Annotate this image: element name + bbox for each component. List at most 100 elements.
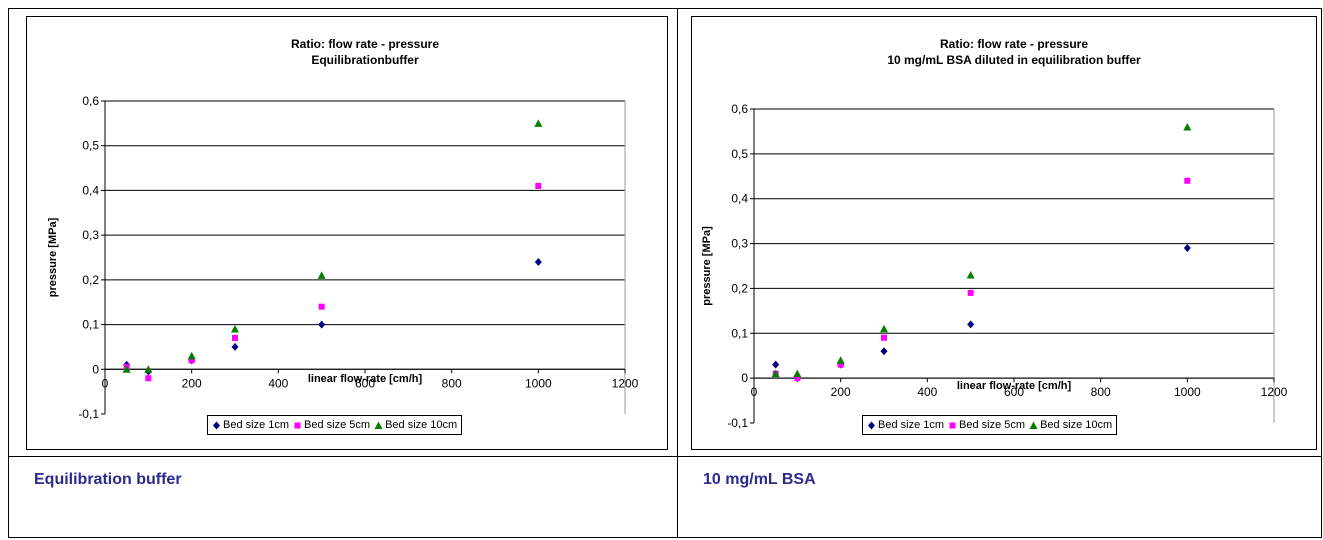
data-point (187, 351, 196, 360)
legend-marker-square (949, 422, 956, 428)
series-square (772, 177, 1191, 382)
y-tick-label: 0,2 (731, 281, 748, 295)
legend-marker-square (294, 422, 301, 428)
data-point (967, 289, 974, 296)
legend-item: Bed size 1cm (867, 419, 944, 431)
legend-marker-shape (213, 421, 220, 429)
x-tick-label: 800 (1091, 385, 1111, 399)
data-point (1183, 244, 1191, 253)
legend-marker-triangle (374, 421, 383, 429)
y-axis-label: pressure [MPa] (701, 226, 713, 306)
chart-equilibration-buffer: Ratio: flow rate - pressure Equilibration… (26, 16, 668, 450)
data-point (534, 119, 543, 127)
chart-title-line: Ratio: flow rate - pressure (940, 37, 1088, 51)
legend-item: Bed size 10cm (374, 419, 457, 431)
x-tick-label: 1000 (525, 376, 552, 390)
series-triangle (771, 122, 1192, 378)
data-point (772, 360, 780, 369)
legend-item: Bed size 5cm (948, 419, 1025, 431)
series-diamond (772, 244, 1191, 383)
y-tick-label: 0,1 (731, 326, 748, 340)
legend-item: Bed size 10cm (1029, 419, 1112, 431)
y-tick-label: 0 (741, 371, 748, 385)
y-tick-label: 0,4 (731, 192, 748, 206)
chart-bsa: Ratio: flow rate - pressure 10 mg/mL BSA … (691, 16, 1317, 450)
legend: Bed size 1cm Bed size 5cm Bed size 10cm (862, 415, 1118, 435)
caption-cell-right: 10 mg/mL BSA (677, 455, 1322, 539)
data-point (231, 342, 239, 351)
layout-table: Ratio: flow rate - pressure Equilibration… (8, 8, 1322, 539)
data-point (793, 369, 802, 378)
x-tick-label: 800 (442, 376, 462, 390)
caption-equilibration-buffer: Equilibration buffer (34, 470, 182, 488)
y-tick-label: 0,1 (82, 318, 99, 332)
data-point (231, 325, 239, 333)
x-tick-label: 400 (917, 385, 937, 399)
caption-bsa: 10 mg/mL BSA (703, 470, 816, 488)
data-point (144, 365, 153, 373)
legend-marker-diamond (868, 421, 875, 429)
y-tick-label: -0,1 (78, 407, 99, 421)
data-point (794, 375, 801, 382)
data-point (318, 320, 326, 329)
legend-marker-diamond (213, 421, 220, 429)
x-axis-label: linear flow-rate [cm/h] (308, 373, 423, 385)
data-point (535, 182, 542, 189)
chart-svg: Ratio: flow rate - pressure Equilibration… (47, 37, 639, 421)
x-tick-label: 1200 (612, 376, 639, 390)
y-tick-label: 0,6 (82, 94, 99, 108)
chart-cell-right: Ratio: flow rate - pressure 10 mg/mL BSA … (677, 8, 1322, 457)
x-tick-label: 1200 (1261, 385, 1288, 399)
x-tick-label: 0 (102, 376, 109, 390)
legend-label: Bed size 5cm (304, 419, 371, 431)
y-tick-label: 0,6 (731, 102, 748, 116)
data-point (318, 303, 325, 310)
data-point (967, 320, 975, 329)
y-tick-label: 0,3 (82, 228, 99, 242)
legend-label: Bed size 1cm (223, 419, 290, 431)
x-tick-label: 600 (355, 376, 375, 390)
data-point (966, 270, 975, 279)
data-point (122, 365, 131, 373)
y-tick-label: 0 (92, 362, 99, 376)
legend-marker-shape (868, 421, 875, 429)
legend-item: Bed size 1cm (212, 419, 289, 431)
chart-title-line: 10 mg/mL BSA diluted in equilibration bu… (887, 53, 1141, 67)
y-tick-label: 0,5 (82, 139, 99, 153)
data-point (317, 271, 326, 279)
chart-svg: Ratio: flow rate - pressure 10 mg/mL BSA … (701, 37, 1288, 430)
data-point (880, 347, 888, 356)
legend-marker-shape (949, 422, 956, 428)
data-point (534, 257, 542, 266)
data-point (1183, 122, 1192, 131)
x-tick-label: 400 (268, 376, 288, 390)
legend-label: Bed size 10cm (385, 419, 458, 431)
legend-marker-triangle (1029, 421, 1038, 429)
x-tick-label: 200 (831, 385, 851, 399)
y-tick-label: -0,1 (727, 416, 748, 430)
x-tick-label: 1000 (1174, 385, 1201, 399)
series-square (123, 182, 542, 382)
data-point (880, 324, 888, 333)
legend-marker-shape (374, 421, 383, 429)
legend-label: Bed size 10cm (1040, 419, 1113, 431)
series-triangle (122, 119, 543, 373)
x-axis-label: linear flow-rate [cm/h] (957, 380, 1072, 392)
chart-cell-left: Ratio: flow rate - pressure Equilibration… (8, 8, 678, 457)
y-tick-label: 0,5 (731, 147, 748, 161)
x-tick-label: 600 (1004, 385, 1024, 399)
data-point (232, 334, 238, 341)
data-point (1184, 177, 1191, 184)
legend: Bed size 1cm Bed size 5cm Bed size 10cm (207, 415, 463, 435)
legend-label: Bed size 5cm (959, 419, 1026, 431)
x-tick-label: 200 (182, 376, 202, 390)
data-point (881, 334, 887, 341)
y-axis-label: pressure [MPa] (47, 217, 59, 297)
data-point (145, 375, 152, 382)
chart-title-line: Equilibrationbuffer (311, 53, 419, 67)
legend-label: Bed size 1cm (878, 419, 945, 431)
series-diamond (123, 257, 542, 376)
legend-marker-shape (1029, 421, 1038, 429)
legend-marker-shape (294, 422, 301, 428)
y-tick-label: 0,3 (731, 237, 748, 251)
